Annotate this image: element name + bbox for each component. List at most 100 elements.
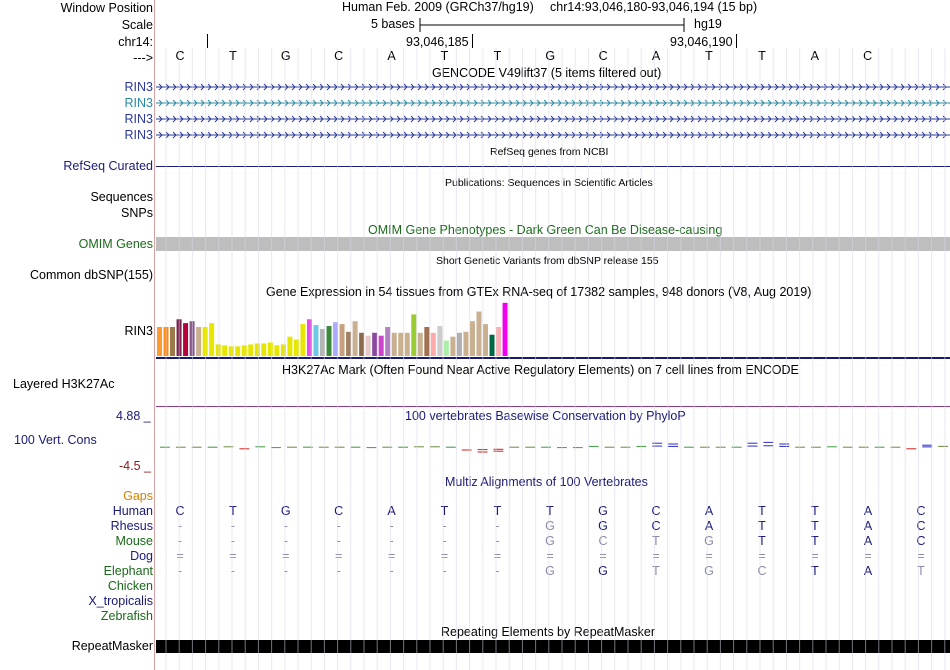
gencode-item-label[interactable]: RIN3 (124, 112, 153, 126)
strand-arrow (753, 99, 758, 107)
multiz-base: = (493, 549, 502, 563)
gtex-tissue-bar (365, 335, 371, 356)
multiz-species-label[interactable]: Zebrafish (100, 609, 153, 623)
strand-arrow (543, 83, 548, 91)
strand-arrow (704, 99, 709, 107)
multiz-base: - (230, 534, 235, 548)
multiz-title: Multiz Alignments of 100 Vertebrates (445, 475, 648, 489)
strand-arrow (606, 99, 611, 107)
multiz-base: G (545, 534, 555, 548)
multiz-base: - (389, 519, 394, 533)
multiz-species-label[interactable]: Elephant (103, 564, 153, 578)
gtex-tissue-bar (359, 332, 365, 356)
strand-arrow (767, 83, 772, 91)
strand-arrow (725, 115, 730, 123)
snps-label[interactable]: SNPs (121, 206, 153, 220)
repeatmasker-label[interactable]: RepeatMasker (71, 639, 153, 653)
dbsnp-label[interactable]: Common dbSNP(155) (30, 268, 153, 282)
strand-arrow (473, 115, 478, 123)
strand-arrow (886, 83, 891, 91)
multiz-species-label[interactable]: Mouse (115, 534, 153, 548)
gtex-tissue-bar (411, 314, 417, 356)
strand-arrow (907, 115, 912, 123)
gtex-bar-chart[interactable] (156, 298, 950, 360)
multiz-base: C (651, 519, 661, 533)
strand-arrow (326, 131, 331, 139)
strand-arrow (312, 99, 317, 107)
strand-arrow (823, 83, 828, 91)
strand-arrow (186, 83, 191, 91)
multiz-species-label[interactable]: Dog (130, 549, 153, 563)
base-letter: T (440, 49, 449, 63)
base-letter: A (387, 49, 396, 63)
phylop-label[interactable]: 100 Vert. Cons (14, 433, 97, 447)
strand-arrow (865, 99, 870, 107)
strand-arrow (340, 83, 345, 91)
multiz-base: C (916, 519, 926, 533)
strand-arrow (305, 115, 310, 123)
strand-arrow (655, 83, 660, 91)
strand-arrow (858, 83, 863, 91)
multiz-base: - (495, 519, 500, 533)
strand-arrow (214, 131, 219, 139)
strand-arrow (886, 131, 891, 139)
strand-arrow (284, 83, 289, 91)
strand-arrow (935, 131, 940, 139)
refseq-label[interactable]: RefSeq Curated (63, 159, 153, 173)
strand-arrow (438, 99, 443, 107)
strand-arrow (284, 99, 289, 107)
strand-arrow (305, 131, 310, 139)
strand-arrow (319, 131, 324, 139)
refseq-line[interactable] (156, 166, 950, 167)
strand-arrow (795, 83, 800, 91)
multiz-species-label[interactable]: Chicken (107, 579, 153, 593)
repeatmasker-bar[interactable] (156, 640, 950, 653)
multiz-base: - (336, 534, 341, 548)
position-text[interactable]: chr14:93,046,180-93,046,194 (15 bp) (550, 0, 758, 14)
strand-arrow (487, 83, 492, 91)
strand-arrow (795, 99, 800, 107)
strand-arrow (172, 115, 177, 123)
gtex-label[interactable]: RIN3 (124, 324, 153, 338)
multiz-base: T (758, 534, 766, 548)
strand-arrow (340, 115, 345, 123)
gencode-item-label[interactable]: RIN3 (124, 80, 153, 94)
strand-arrow (508, 131, 513, 139)
gencode-item-label[interactable]: RIN3 (124, 96, 153, 110)
gencode-item-label[interactable]: RIN3 (124, 128, 153, 142)
strand-arrow (921, 99, 926, 107)
strand-arrow (319, 99, 324, 107)
multiz-species-label[interactable]: X_tropicalis (88, 594, 153, 608)
gtex-tissue-bar (352, 321, 358, 356)
strand-arrow (704, 131, 709, 139)
strand-arrow (711, 83, 716, 91)
sequences-label[interactable]: Sequences (90, 190, 153, 204)
strand-arrow (767, 131, 772, 139)
strand-arrow (193, 83, 198, 91)
multiz-species-label[interactable]: Human (112, 504, 153, 518)
gencode-transcript-line[interactable] (156, 97, 950, 109)
multiz-species-label[interactable]: Rhesus (110, 519, 153, 533)
phylop-plot[interactable] (156, 424, 950, 470)
gencode-transcript-line[interactable] (156, 113, 950, 125)
strand-arrow (711, 115, 716, 123)
omim-feature-bar[interactable] (156, 237, 950, 251)
strand-arrow (578, 83, 583, 91)
scale-label: Scale (121, 18, 153, 32)
strand-arrow (333, 99, 338, 107)
gencode-transcript-line[interactable] (156, 129, 950, 141)
strand-arrow (312, 131, 317, 139)
strand-arrow (305, 99, 310, 107)
strand-arrow (431, 83, 436, 91)
omim-label[interactable]: OMIM Genes (78, 237, 153, 251)
strand-arrow (515, 83, 520, 91)
strand-arrow (942, 83, 947, 91)
h3k27ac-label[interactable]: Layered H3K27Ac (13, 377, 115, 391)
gtex-tissue-bar (241, 345, 247, 356)
gencode-transcript-line[interactable] (156, 81, 950, 93)
strand-arrow (543, 115, 548, 123)
strand-arrow (445, 131, 450, 139)
strand-arrow (277, 83, 282, 91)
strand-arrow (865, 131, 870, 139)
strand-arrow (802, 83, 807, 91)
